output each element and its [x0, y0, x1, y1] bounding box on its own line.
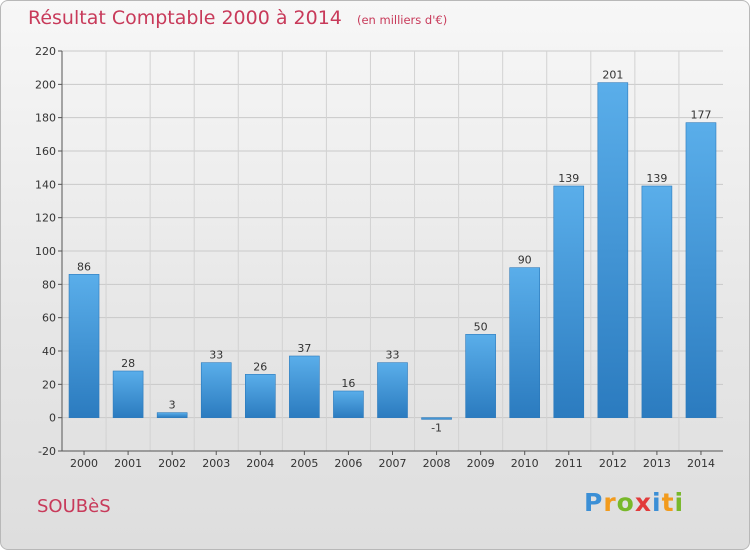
x-tick-label: 2008	[423, 457, 451, 470]
chart-subtitle: (en milliers d'€)	[356, 13, 448, 27]
x-tick-label: 2011	[555, 457, 583, 470]
y-tick-label: -20	[38, 445, 56, 458]
value-label: 86	[77, 260, 91, 273]
value-label: 139	[558, 172, 579, 185]
value-label: 26	[253, 360, 267, 373]
x-tick-label: 2010	[511, 457, 539, 470]
x-tick-label: 2005	[290, 457, 318, 470]
bar	[112, 370, 144, 418]
x-tick-label: 2006	[334, 457, 362, 470]
logo-letter: x	[634, 488, 652, 517]
value-label: 16	[341, 377, 355, 390]
x-tick-label: 2014	[687, 457, 715, 470]
logo-letter: P	[584, 488, 604, 517]
value-label: 139	[646, 172, 667, 185]
value-label: 177	[690, 109, 711, 122]
bar	[553, 185, 585, 418]
x-tick-label: 2009	[467, 457, 495, 470]
bar	[200, 362, 232, 418]
bar	[68, 274, 100, 418]
x-tick-label: 2012	[599, 457, 627, 470]
chart-title: Résultat Comptable 2000 à 2014	[28, 7, 342, 29]
value-label: 33	[209, 349, 223, 362]
axis-layer: -20 0 20 40 60 80 100 120 140 160 180 200 220 2000 200…	[35, 45, 723, 470]
x-tick-label: 2013	[643, 457, 671, 470]
x-tick-label: 2004	[246, 457, 274, 470]
bar	[421, 417, 452, 420]
bar	[289, 355, 320, 418]
logo-letter: i	[674, 488, 685, 517]
y-tick-label: 40	[42, 345, 56, 358]
bar	[245, 374, 276, 418]
bar	[333, 390, 364, 418]
value-label: 90	[518, 254, 532, 267]
bar	[377, 362, 408, 418]
y-tick-label: 60	[42, 312, 56, 325]
commune-name: SOUBèS	[37, 496, 111, 517]
y-tick-label: 140	[35, 178, 56, 191]
x-tick-label: 2003	[202, 457, 230, 470]
title-row: Résultat Comptable 2000 à 2014 (en milli…	[28, 7, 447, 29]
bar	[685, 122, 717, 418]
bar	[156, 412, 188, 418]
value-label: 3	[169, 399, 176, 412]
value-label: 201	[602, 69, 623, 82]
logo-letter: o	[616, 488, 635, 517]
value-label: 28	[121, 357, 135, 370]
logo-letter: r	[603, 488, 617, 517]
y-tick-label: 0	[49, 412, 56, 425]
y-tick-label: 180	[35, 112, 56, 125]
y-tick-label: 160	[35, 145, 56, 158]
bar	[509, 267, 541, 418]
bar	[597, 82, 629, 418]
value-label: 37	[297, 342, 311, 355]
value-label: 50	[474, 320, 488, 333]
bar	[641, 185, 673, 418]
x-tick-label: 2002	[158, 457, 186, 470]
y-tick-label: 20	[42, 378, 56, 391]
proxiti-logo: Proxiti	[584, 488, 684, 517]
x-tick-label: 2000	[70, 457, 98, 470]
bar	[465, 334, 496, 418]
x-tick-label: 2001	[114, 457, 142, 470]
y-tick-label: 200	[35, 78, 56, 91]
logo-letter: i	[652, 488, 662, 517]
x-tick-label: 2007	[379, 457, 407, 470]
value-label: -1	[431, 421, 442, 434]
y-tick-label: 80	[42, 278, 56, 291]
y-tick-label: 100	[35, 245, 56, 258]
value-label: 33	[386, 349, 400, 362]
logo-letter: t	[661, 488, 675, 517]
bar-layer	[68, 82, 717, 420]
y-tick-label: 120	[35, 212, 56, 225]
y-tick-label: 220	[35, 45, 56, 58]
